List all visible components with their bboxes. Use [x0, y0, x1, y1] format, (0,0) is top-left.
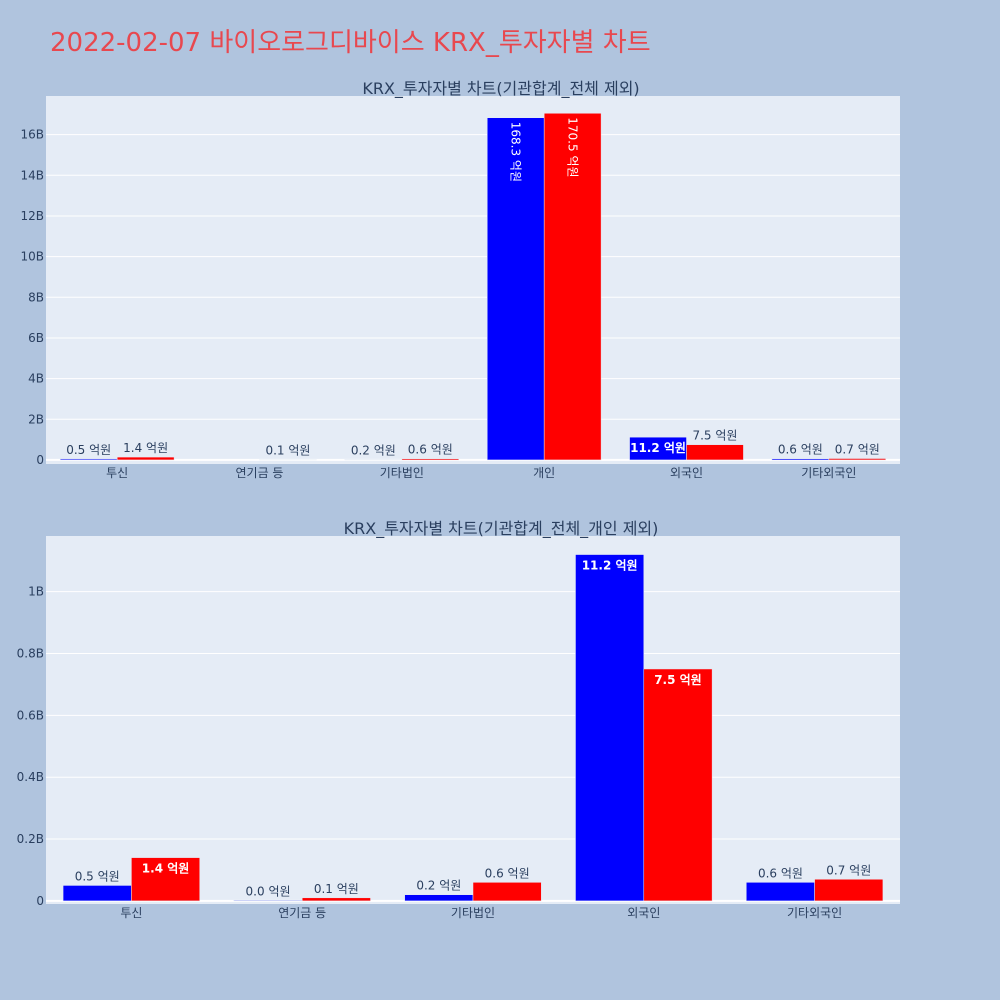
data-label: 0.6 억원 — [408, 443, 453, 457]
x-tick-label: 연기금 등 — [236, 466, 284, 480]
bar — [404, 894, 474, 902]
y-tick-label: 8B — [28, 290, 44, 304]
chart-title: KRX_투자자별 차트(기관합계_전체 제외) — [362, 79, 639, 99]
data-label: 0.5 억원 — [66, 443, 111, 457]
chart-title: KRX_투자자별 차트(기관합계_전체_개인 제외) — [344, 519, 659, 539]
data-label: 0.1 억원 — [314, 882, 359, 896]
x-tick-label: 기타외국인 — [801, 466, 856, 480]
data-label: 11.2 억원 — [630, 441, 686, 455]
x-tick-label: 투신 — [120, 906, 142, 920]
data-label: 1.4 억원 — [123, 441, 168, 455]
data-label: 0.7 억원 — [835, 443, 880, 457]
y-tick-label: 14B — [20, 168, 44, 182]
data-label: 7.5 억원 — [692, 429, 737, 443]
y-tick-label: 1B — [28, 585, 44, 599]
data-label: 0.6 억원 — [778, 443, 823, 457]
y-tick-label: 4B — [28, 372, 44, 386]
y-tick-label: 0.2B — [17, 832, 44, 846]
data-label: 1.4 억원 — [142, 862, 190, 876]
data-label: 11.2 억원 — [582, 559, 638, 573]
page-title: 2022-02-07 바이오로그디바이스 KRX_투자자별 차트 — [50, 28, 651, 58]
data-label: 7.5 억원 — [654, 673, 702, 687]
bar — [686, 444, 744, 461]
y-tick-label: 0 — [36, 894, 44, 908]
y-tick-label: 16B — [20, 128, 44, 142]
y-tick-label: 0.8B — [17, 647, 44, 661]
data-label: 168.3 억원 — [509, 122, 523, 182]
data-label: 0.5 억원 — [75, 869, 120, 883]
bar — [301, 897, 371, 902]
x-tick-label: 투신 — [106, 466, 128, 480]
x-tick-label: 외국인 — [670, 466, 703, 480]
bar — [814, 879, 884, 902]
bar — [486, 117, 545, 461]
y-tick-label: 10B — [20, 250, 44, 264]
y-tick-label: 6B — [28, 331, 44, 345]
data-label: 0.7 억원 — [826, 863, 871, 877]
x-tick-label: 개인 — [533, 466, 555, 480]
bar — [828, 458, 887, 461]
data-label: 0.2 억원 — [351, 444, 396, 458]
data-label: 0.0 억원 — [246, 884, 291, 898]
plot-area — [46, 96, 900, 464]
bar — [543, 113, 602, 461]
bar-chart-excluding-individual: 0 0.2B 0.4B 0.6B 0.8B 1B KRX_투자자별 차트(기관합계_전체_개… — [17, 519, 900, 920]
x-tick-label: 외국인 — [627, 906, 660, 920]
y-tick-label: 12B — [20, 209, 44, 223]
y-tick-label: 0.4B — [17, 770, 44, 784]
data-label: 0.1 억원 — [265, 444, 310, 458]
bar-chart-total: 0 2B 4B 6B 8B 10B 12B 14B 16B KRX_투자자별 차트(기관합계_전체… — [20, 79, 900, 480]
data-label: 170.5 억원 — [566, 117, 580, 177]
data-label: 0.6 억원 — [485, 866, 530, 880]
y-tick-label: 0 — [36, 453, 44, 467]
bar — [643, 668, 713, 902]
plot-area — [46, 536, 900, 904]
bar — [233, 900, 303, 902]
y-tick-label: 2B — [28, 412, 44, 426]
x-tick-label: 연기금 등 — [278, 906, 326, 920]
bar — [746, 882, 815, 902]
x-tick-label: 기타법인 — [380, 466, 424, 480]
bar — [472, 882, 542, 902]
bar — [575, 554, 645, 902]
data-label: 0.2 억원 — [416, 879, 461, 893]
bar — [131, 857, 200, 902]
x-tick-label: 기타외국인 — [787, 906, 842, 920]
y-tick-label: 0.6B — [17, 708, 44, 722]
bar — [116, 456, 175, 461]
data-label: 0.6 억원 — [758, 866, 803, 880]
bar — [401, 458, 460, 461]
bar — [62, 885, 132, 902]
x-tick-label: 기타법인 — [451, 906, 495, 920]
